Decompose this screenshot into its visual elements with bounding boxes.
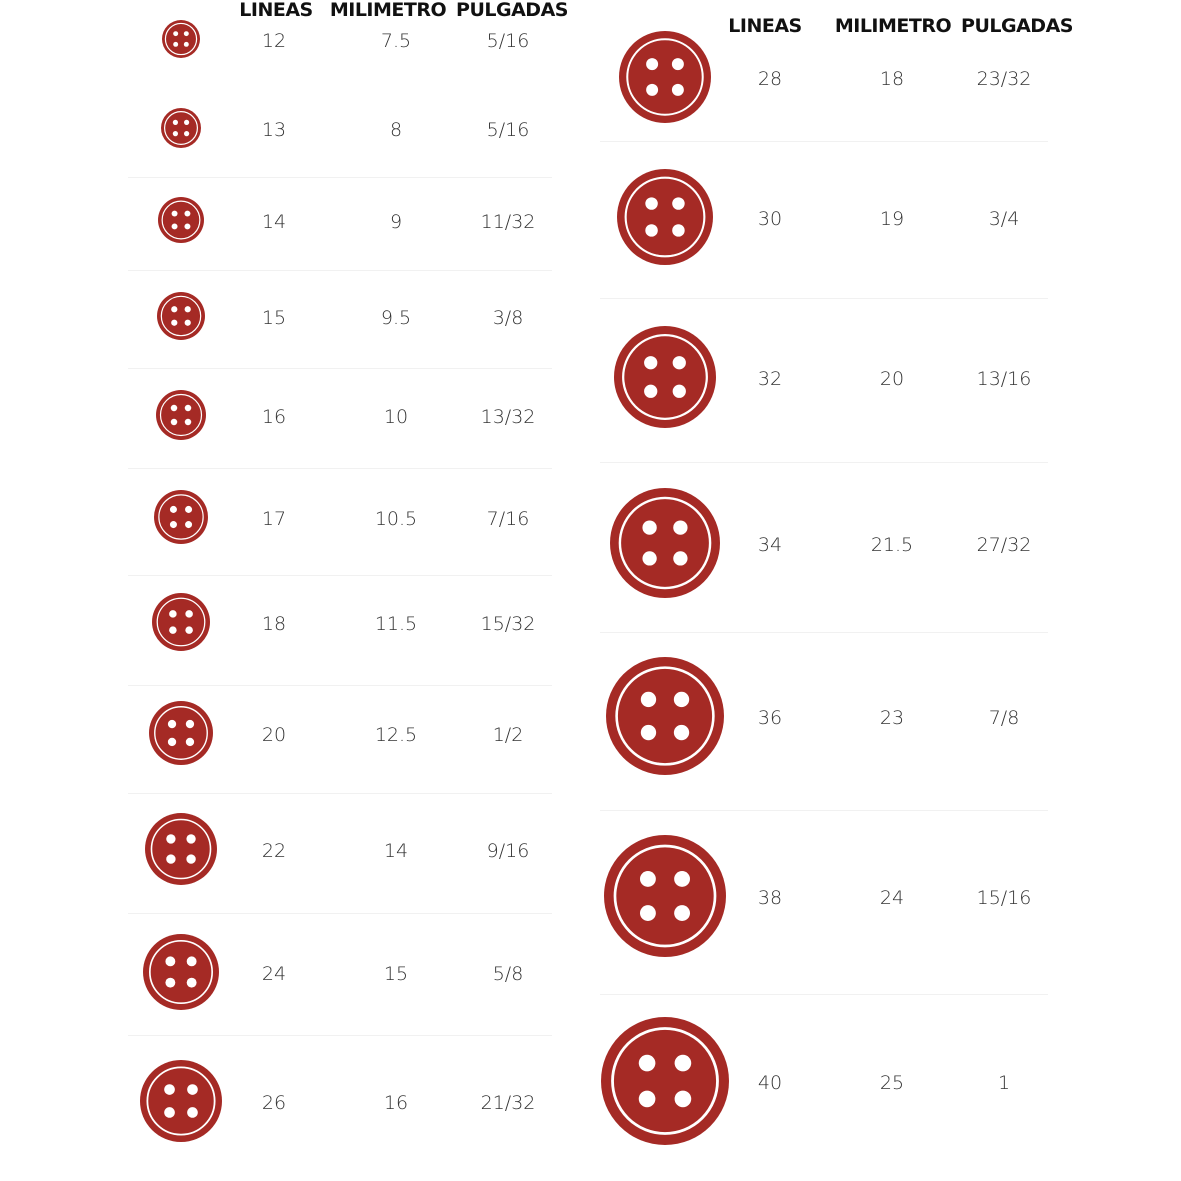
four-hole-button-icon [140,1060,222,1146]
cell-lineas: 24 [261,963,287,985]
row-divider [128,685,552,686]
four-hole-button-icon [157,292,205,344]
four-hole-button-icon [619,31,711,127]
row-divider [600,632,1048,633]
column-header-pulgadas: PULGADAS [961,15,1073,37]
four-hole-button-icon [610,488,720,602]
four-hole-button-icon [614,326,716,432]
cell-pulgadas: 11/32 [480,211,536,233]
column-header-pulgadas: PULGADAS [456,0,568,21]
cell-pulgadas: 27/32 [976,534,1032,556]
four-hole-button-icon [601,1017,729,1149]
cell-lineas: 15 [261,307,287,329]
cell-pulgadas: 5/8 [492,963,524,985]
cell-lineas: 17 [261,508,287,530]
cell-lineas: 13 [261,119,287,141]
cell-milimetro: 15 [383,963,409,985]
cell-lineas: 26 [261,1092,287,1114]
cell-lineas: 18 [261,613,287,635]
cell-milimetro: 14 [383,840,409,862]
cell-lineas: 12 [261,30,287,52]
four-hole-button-icon [154,490,208,548]
cell-milimetro: 9.5 [380,307,412,329]
cell-lineas: 40 [757,1072,783,1094]
cell-lineas: 32 [757,368,783,390]
cell-pulgadas: 1/2 [492,724,524,746]
four-hole-button-icon [143,934,219,1014]
cell-pulgadas: 5/16 [486,119,530,141]
four-hole-button-icon [158,197,204,247]
row-divider [600,141,1048,142]
row-divider [600,994,1048,995]
four-hole-button-icon [152,593,210,655]
column-header-lineas: LINEAS [728,15,802,37]
cell-milimetro: 8 [389,119,403,141]
cell-pulgadas: 3/8 [492,307,524,329]
cell-milimetro: 24 [879,887,905,909]
cell-lineas: 20 [261,724,287,746]
row-divider [128,368,552,369]
row-divider [128,468,552,469]
four-hole-button-icon [145,813,217,889]
row-divider [128,793,552,794]
column-header-milimetro: MILIMETRO [834,15,952,37]
row-divider [128,913,552,914]
cell-milimetro: 18 [879,68,905,90]
cell-milimetro: 11.5 [374,613,418,635]
four-hole-button-icon [162,20,200,62]
row-divider [600,298,1048,299]
cell-milimetro: 16 [383,1092,409,1114]
cell-milimetro: 10.5 [374,508,418,530]
four-hole-button-icon [156,390,206,444]
cell-pulgadas: 13/16 [976,368,1032,390]
cell-milimetro: 25 [879,1072,905,1094]
cell-pulgadas: 9/16 [486,840,530,862]
four-hole-button-icon [604,835,726,961]
cell-lineas: 28 [757,68,783,90]
four-hole-button-icon [606,657,724,779]
row-divider [128,177,552,178]
cell-milimetro: 9 [389,211,403,233]
cell-pulgadas: 7/8 [988,707,1020,729]
cell-pulgadas: 15/16 [976,887,1032,909]
four-hole-button-icon [161,108,201,152]
cell-pulgadas: 5/16 [486,30,530,52]
cell-lineas: 16 [261,406,287,428]
cell-milimetro: 19 [879,208,905,230]
cell-pulgadas: 21/32 [480,1092,536,1114]
four-hole-button-icon [617,169,713,269]
column-header-lineas: LINEAS [239,0,313,21]
cell-milimetro: 20 [879,368,905,390]
cell-lineas: 14 [261,211,287,233]
cell-pulgadas: 23/32 [976,68,1032,90]
cell-pulgadas: 15/32 [480,613,536,635]
cell-pulgadas: 13/32 [480,406,536,428]
row-divider [128,270,552,271]
cell-pulgadas: 1 [997,1072,1011,1094]
cell-milimetro: 21.5 [870,534,914,556]
row-divider [128,1035,552,1036]
cell-lineas: 30 [757,208,783,230]
cell-lineas: 22 [261,840,287,862]
cell-lineas: 36 [757,707,783,729]
cell-milimetro: 7.5 [380,30,412,52]
cell-lineas: 38 [757,887,783,909]
cell-pulgadas: 7/16 [486,508,530,530]
four-hole-button-icon [149,701,213,769]
row-divider [600,462,1048,463]
cell-lineas: 34 [757,534,783,556]
cell-milimetro: 23 [879,707,905,729]
row-divider [600,810,1048,811]
row-divider [128,575,552,576]
cell-milimetro: 10 [383,406,409,428]
column-header-milimetro: MILIMETRO [329,0,447,21]
cell-pulgadas: 3/4 [988,208,1020,230]
cell-milimetro: 12.5 [374,724,418,746]
